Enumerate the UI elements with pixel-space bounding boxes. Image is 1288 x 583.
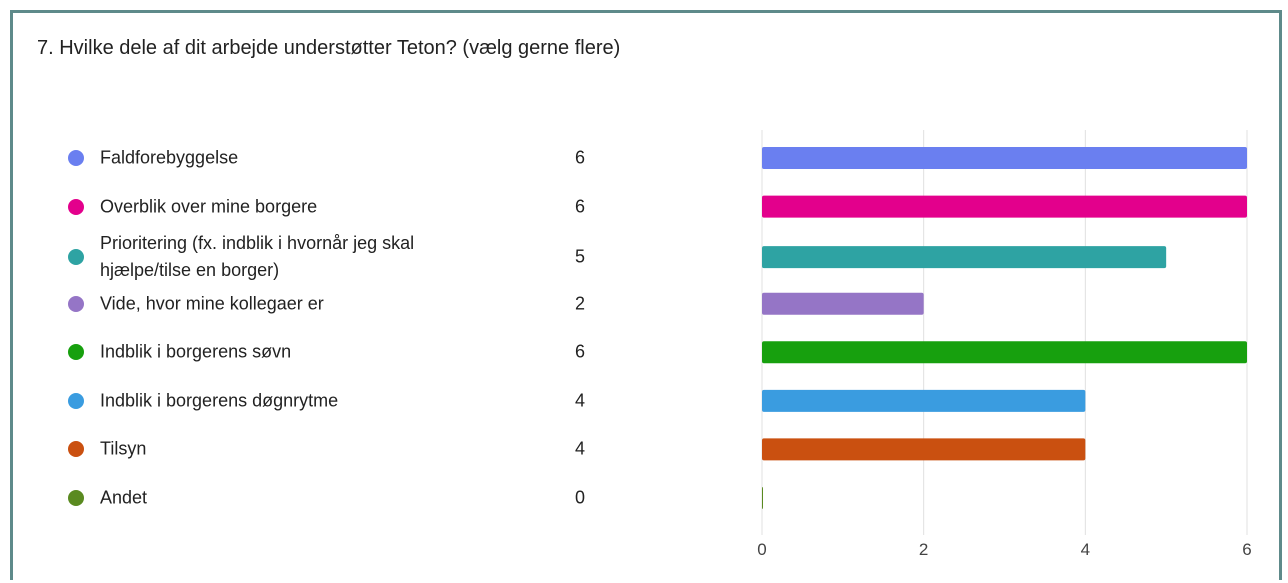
legend-label: Vide, hvor mine kollegaer er — [100, 293, 324, 314]
x-tick-label: 2 — [919, 540, 928, 559]
legend-item: Andet 0 — [13, 478, 613, 518]
legend-label: Andet — [100, 487, 148, 508]
value-label: 6 — [574, 196, 585, 217]
legend-marker — [68, 150, 84, 166]
x-tick-label: 0 — [757, 540, 766, 559]
legend-item: Faldforebyggelse 6 — [13, 138, 613, 178]
card: 7. Hvilke dele af dit arbejde understøtt… — [10, 10, 1282, 580]
legend-marker — [68, 441, 84, 458]
bar — [762, 147, 1247, 169]
legend-label: Overblik over mine borgere — [100, 196, 318, 217]
legend-label: Tilsyn — [100, 438, 147, 459]
value-label: 6 — [574, 341, 585, 362]
bar — [762, 195, 1247, 218]
bar — [762, 246, 1167, 269]
legend-marker — [68, 490, 84, 506]
legend-label: Faldforebyggelse — [100, 147, 239, 168]
value-label: 4 — [574, 390, 585, 411]
legend-label: Indblik i borgerens døgnrytme — [100, 390, 339, 411]
x-tick-label: 6 — [1242, 540, 1251, 559]
x-tick-label: 4 — [1081, 540, 1090, 559]
legend-label: Indblik i borgerens søvn — [100, 341, 292, 362]
legend-item: Prioritering (fx. indblik i hvornår jeg … — [13, 233, 613, 280]
bar — [762, 487, 763, 509]
value-label: 4 — [574, 438, 585, 459]
bar — [762, 438, 1086, 461]
legend-marker — [68, 249, 84, 266]
legend-item: Tilsyn 4 — [13, 429, 613, 469]
legend-marker — [68, 344, 84, 361]
legend-marker — [68, 198, 84, 215]
legend-item: Indblik i borgerens søvn 6 — [13, 332, 613, 372]
legend-item: Vide, hvor mine kollegaer er 2 — [13, 284, 613, 324]
value-label: 6 — [574, 147, 585, 168]
legend-label: Prioritering (fx. indblik i hvornår jeg … — [100, 233, 415, 281]
chart: 0 2 4 6 — [757, 130, 1252, 559]
bar — [762, 341, 1247, 364]
legend-marker — [68, 295, 84, 312]
legend-marker — [68, 392, 84, 409]
bar — [762, 292, 924, 315]
legend-item: Indblik i borgerens døgnrytme 4 — [13, 381, 613, 421]
chart-title: 7. Hvilke dele af dit arbejde understøtt… — [37, 37, 621, 59]
value-label: 5 — [574, 246, 585, 267]
value-label: 0 — [574, 487, 585, 508]
value-label: 2 — [574, 293, 585, 314]
legend-item: Overblik over mine borgere 6 — [13, 187, 613, 227]
bar — [762, 389, 1086, 412]
